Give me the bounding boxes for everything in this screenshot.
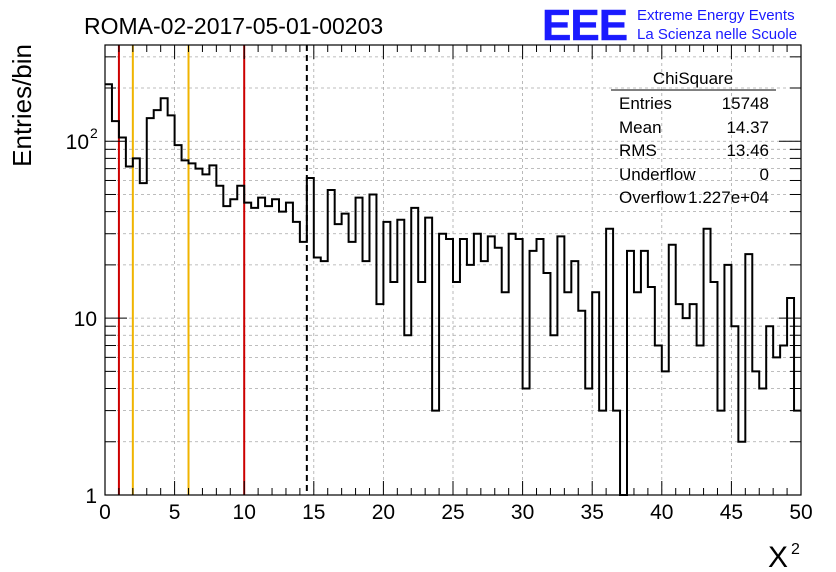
- logo-line1: Extreme Energy Events: [637, 7, 795, 24]
- x-tick-label: 50: [789, 501, 812, 524]
- stats-entries-label: Entries: [619, 94, 672, 113]
- x-tick-label: 15: [302, 501, 325, 524]
- x-tick-label: 25: [441, 501, 464, 524]
- stats-overflow-label: Overflow: [619, 188, 687, 207]
- x-tick-label: 20: [372, 501, 395, 524]
- y-tick-label: 10: [74, 308, 97, 331]
- stats-overflow-value: 1.227e+04: [688, 188, 769, 207]
- stats-entries-value: 15748: [722, 94, 769, 113]
- stats-box: ChiSquare Entries 15748 Mean 14.37 RMS 1…: [611, 69, 776, 207]
- stats-title: ChiSquare: [653, 69, 733, 88]
- x-tick-label: 35: [581, 501, 604, 524]
- x-tick-label: 5: [169, 501, 181, 524]
- stats-mean-value: 14.37: [726, 118, 769, 137]
- y-tick-label: 1: [85, 485, 97, 508]
- x-tick-label: 45: [720, 501, 743, 524]
- stats-underflow-label: Underflow: [619, 165, 696, 184]
- y-tick-label: 10: [66, 131, 89, 154]
- x-tick-label: 40: [650, 501, 673, 524]
- x-tick-label: 10: [233, 501, 256, 524]
- eee-logo: EEE Extreme Energy Events La Scienza nel…: [542, 1, 797, 51]
- logo-line2: La Scienza nelle Scuole: [637, 26, 797, 43]
- stats-rms-value: 13.46: [726, 141, 769, 160]
- stats-mean-label: Mean: [619, 118, 662, 137]
- stats-underflow-value: 0: [760, 165, 769, 184]
- x-tick-label: 0: [99, 501, 111, 524]
- histogram-line: [105, 83, 801, 496]
- histogram: [105, 83, 801, 496]
- x-axis-label-exponent: 2: [791, 541, 800, 558]
- x-axis-label-text: X: [768, 541, 788, 572]
- y-tick-label-exponent: 2: [90, 125, 98, 141]
- x-tick-label: 30: [511, 501, 534, 524]
- x-axis-label: X 2: [768, 541, 800, 572]
- chart-title: ROMA-02-2017-05-01-00203: [84, 13, 383, 39]
- selection-lines: [117, 45, 308, 495]
- stats-rms-label: RMS: [619, 141, 657, 160]
- axes: [104, 44, 802, 496]
- y-axis-label: Entries/bin: [7, 44, 37, 167]
- logo-text: EEE: [542, 1, 627, 50]
